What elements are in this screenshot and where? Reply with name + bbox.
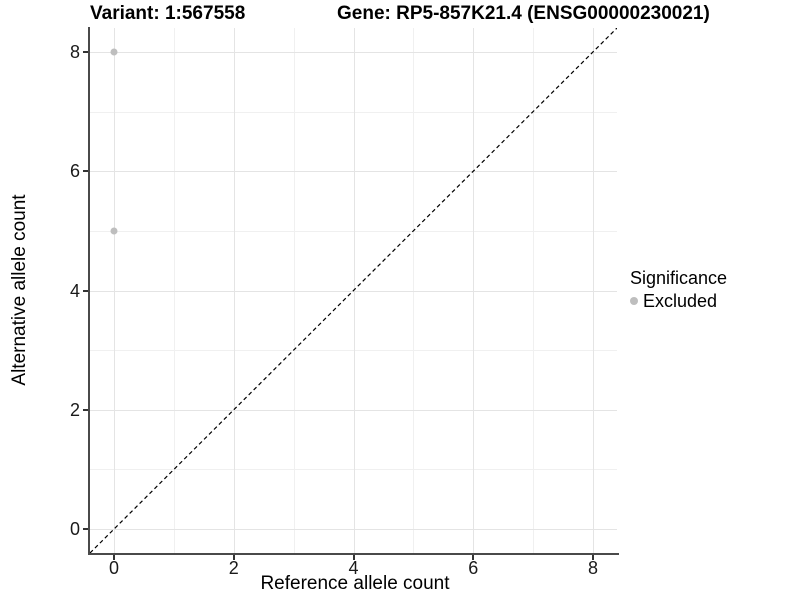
plot-title-variant: Variant: 1:567558 [90,3,246,24]
y-tick-mark [83,289,88,292]
legend-entry-label: Excluded [643,291,718,311]
identity-line [90,28,617,553]
x-tick-mark [112,555,115,560]
y-tick-label: 4 [69,280,80,301]
x-tick-label: 6 [468,558,479,578]
y-tick-label: 0 [69,519,80,540]
y-tick-mark [83,170,88,173]
y-tick-mark [83,50,88,53]
x-axis-line [88,553,619,555]
x-tick-mark [352,555,355,560]
plot-title-gene: Gene: RP5-857K21.4 (ENSG00000230021) [337,3,710,24]
legend: Significance Excluded [630,267,727,311]
gridline-major-vertical [473,28,475,553]
x-tick-mark [592,555,595,560]
y-tick-mark [83,528,88,531]
legend-entries: Excluded [630,291,727,311]
gridline-major-vertical [233,28,235,553]
x-tick-label: 8 [588,558,599,578]
identity-line-svg [90,28,617,553]
x-tick-mark [472,555,475,560]
x-axis-title: Reference allele count [260,573,450,594]
y-tick-label: 8 [69,41,80,62]
gridline-major-vertical [113,28,115,553]
x-tick-label: 2 [228,558,239,578]
data-point [110,227,118,235]
legend-title: Significance [630,268,728,288]
x-tick-mark [232,555,235,560]
x-tick-label: 0 [108,558,119,578]
legend-entry: Excluded [630,291,727,311]
x-tick-label: 4 [348,558,359,578]
gridline-major-vertical [593,28,595,553]
y-tick-label: 6 [69,161,80,182]
data-point [110,48,118,56]
plot-panel [90,28,617,553]
y-axis-line [88,27,90,555]
y-axis-title: Alternative allele count [9,194,30,386]
y-tick-label: 2 [69,399,80,420]
y-tick-mark [83,408,88,411]
legend-key-dot-icon [630,297,638,305]
